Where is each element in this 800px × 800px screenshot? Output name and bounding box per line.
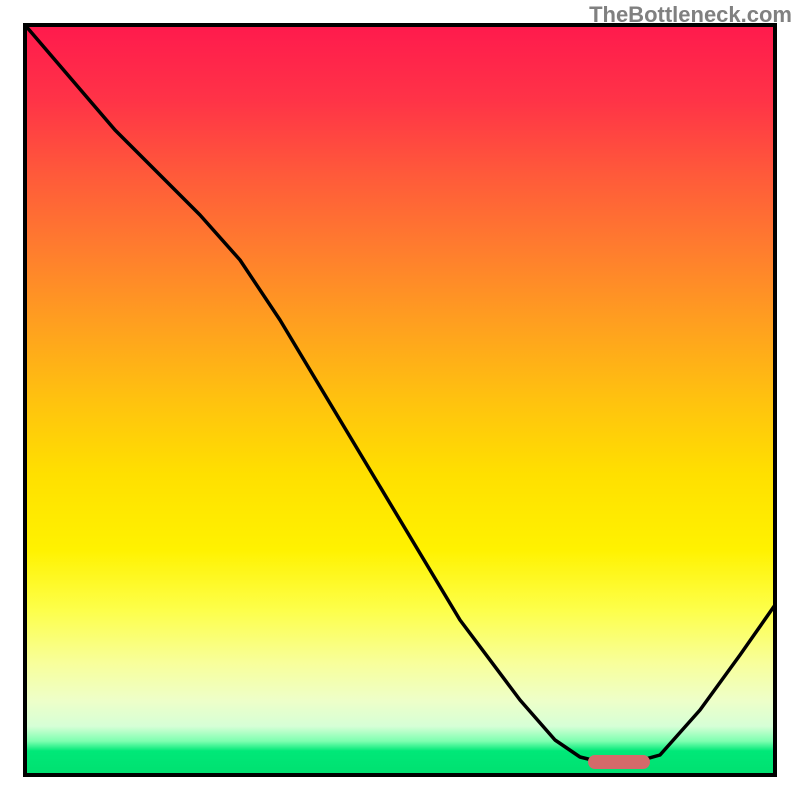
bottleneck-chart: [0, 0, 800, 800]
watermark-text: TheBottleneck.com: [589, 2, 792, 28]
plot-background: [25, 25, 775, 775]
chart-container: { "watermark": "TheBottleneck.com", "cha…: [0, 0, 800, 800]
optimal-marker: [588, 755, 650, 769]
